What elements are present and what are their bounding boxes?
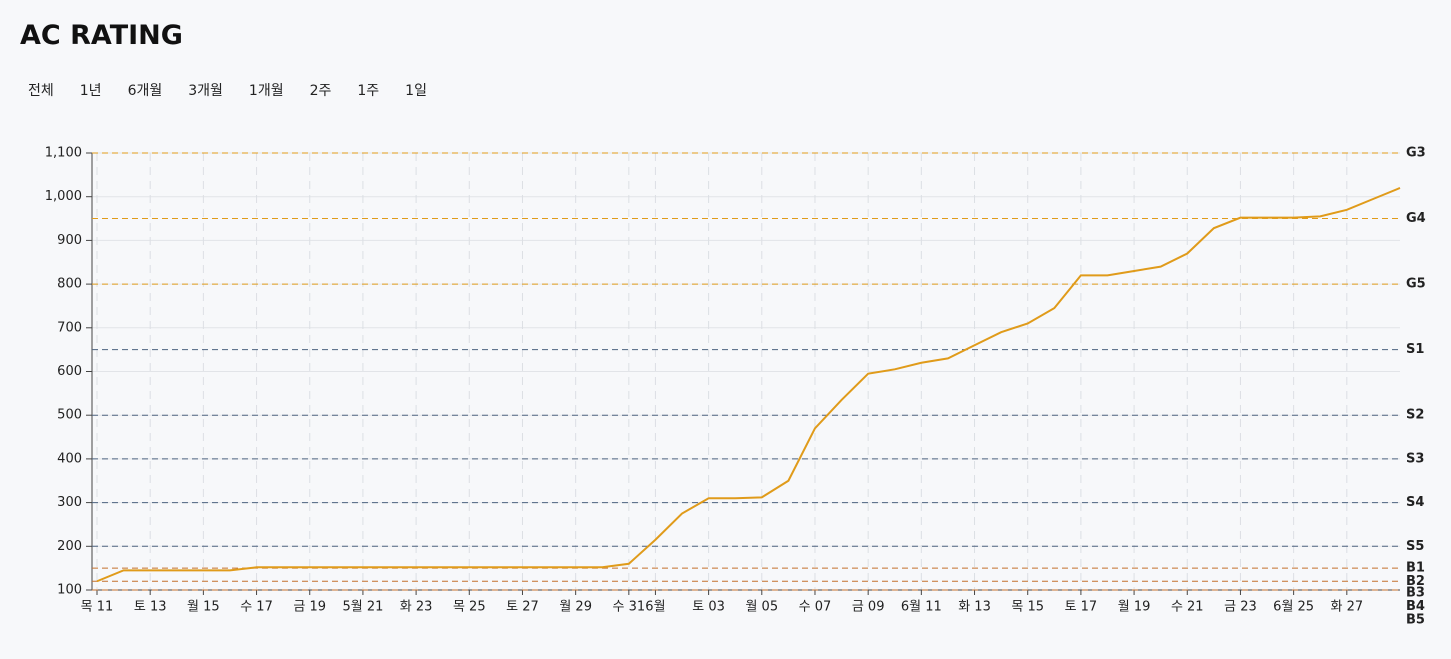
y-tick-label: 600 [57,364,82,379]
range-button[interactable]: 6개월 [118,78,173,102]
x-tick-label: 토 13 [134,600,167,615]
y-tick-label: 1,100 [45,146,82,161]
range-button[interactable]: 3개월 [178,78,233,102]
tier-label: S1 [1406,342,1424,357]
x-tick-label: 6월 25 [1273,600,1314,615]
tier-label: G3 [1406,146,1426,161]
x-tick-label: 수 21 [1171,600,1204,615]
tier-label: S4 [1406,495,1424,510]
y-tick-label: 900 [57,233,82,248]
x-tick-label: 월 19 [1118,600,1151,615]
x-tick-label: 금 19 [293,600,326,615]
range-button[interactable]: 1주 [347,78,389,102]
y-tick-label: 400 [57,451,82,466]
x-tick-label: 수 17 [240,600,273,615]
page-title: AC RATING [20,20,183,51]
tier-label: B2 [1406,574,1425,589]
y-tick-label: 1,000 [45,189,82,204]
tier-label: G4 [1406,211,1426,226]
range-button[interactable]: 1년 [70,78,112,102]
x-tick-label: 수 07 [799,600,832,615]
x-tick-label: 목 25 [453,600,486,615]
tier-label: B3 [1406,586,1425,601]
range-button[interactable]: 2주 [300,78,342,102]
x-tick-label: 월 29 [559,600,592,615]
x-tick-label: 목 15 [1011,600,1044,615]
tier-label: S3 [1406,451,1424,466]
x-tick-label: 월 15 [187,600,220,615]
y-tick-label: 500 [57,408,82,423]
x-tick-label: 목 11 [81,600,114,615]
tier-label: G5 [1406,277,1426,292]
y-tick-label: 700 [57,320,82,335]
x-tick-label: 토 03 [692,600,725,615]
y-tick-label: 200 [57,539,82,554]
tier-label: S2 [1406,408,1424,423]
x-tick-label: 5월 21 [342,600,383,615]
x-tick-label: 금 09 [852,600,885,615]
x-tick-label: 화 23 [400,600,433,615]
x-tick-label: 토 27 [506,600,539,615]
range-selector: 전체 1년 6개월 3개월 1개월 2주 1주 1일 [18,78,437,102]
x-tick-label: 화 13 [958,600,991,615]
rating-line [96,187,1401,583]
x-tick-label: 화 27 [1330,600,1363,615]
tier-label: B4 [1406,599,1425,614]
x-tick-label: 수 31 [613,600,646,615]
x-tick-label: 토 17 [1065,600,1098,615]
tier-label: B1 [1406,561,1425,576]
y-tick-label: 800 [57,277,82,292]
y-tick-label: 300 [57,495,82,510]
range-button[interactable]: 1일 [395,78,437,102]
x-tick-label: 월 05 [745,600,778,615]
y-tick-label: 100 [57,583,82,598]
x-tick-label: 6월 [645,600,665,615]
x-tick-label: 금 23 [1224,600,1257,615]
x-tick-label: 6월 11 [901,600,942,615]
tier-label: S5 [1406,539,1424,554]
range-button[interactable]: 1개월 [239,78,294,102]
tier-label: B5 [1406,613,1425,628]
range-button[interactable]: 전체 [18,78,64,102]
